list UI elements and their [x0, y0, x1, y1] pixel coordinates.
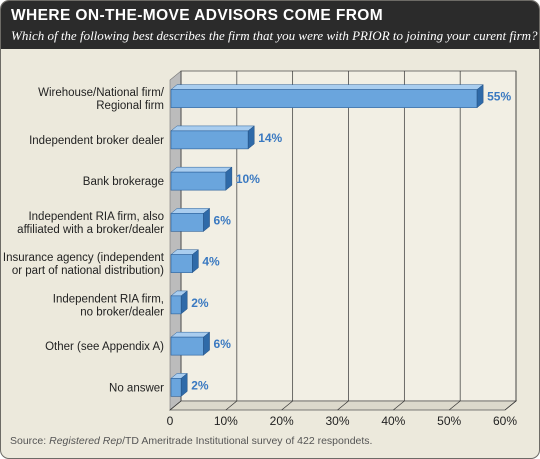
x-tick-label: 10%	[214, 414, 238, 428]
gridline-floor	[448, 400, 461, 411]
bar-end-face	[203, 331, 210, 356]
bar-value-label: 55%	[487, 90, 511, 104]
category-label-line: affiliated with a broker/dealer	[17, 224, 164, 236]
bar	[170, 89, 478, 108]
category-label-line: Insurance agency (independent	[3, 252, 165, 264]
chart-subtitle: Which of the following best describes th…	[11, 28, 538, 43]
category-label-line: No answer	[109, 382, 164, 394]
x-tick-label: 60%	[493, 414, 517, 428]
bar-end-face	[247, 125, 255, 150]
plot-left-wall	[169, 70, 182, 411]
bar-value-label: 6%	[214, 213, 232, 227]
source-note: Source: Registered Rep/TD Ameritrade Ins…	[10, 435, 372, 447]
bar-value-label: 2%	[191, 296, 209, 310]
bar-top-face	[170, 166, 233, 173]
bar	[170, 171, 227, 191]
gridline-floor	[504, 400, 517, 411]
category-label: Independent RIA firm, no broker/dealer	[53, 293, 164, 318]
bar	[170, 378, 182, 397]
bar-value-label: 10%	[236, 172, 260, 186]
bar-top-face	[170, 331, 211, 338]
gridline-floor	[225, 400, 238, 411]
category-label-line: Bank brokerage	[83, 176, 164, 188]
category-label-line: Wirehouse/National firm/	[38, 87, 165, 99]
source-publication: Registered Rep	[49, 435, 123, 447]
bar-end-face	[180, 372, 188, 397]
category-label: Insurance agency (independent or part of …	[3, 252, 165, 277]
category-label-line: Other (see Appendix A)	[45, 341, 164, 353]
bar-value-label: 4%	[202, 255, 220, 269]
category-label-line: Independent RIA firm, also	[28, 211, 164, 223]
bar	[170, 254, 193, 273]
x-tick-label: 50%	[437, 414, 461, 428]
category-label-line: no broker/dealer	[80, 306, 164, 318]
gridline-floor	[169, 400, 182, 411]
source-rest: /TD Ameritrade Institutional survey of 4…	[122, 435, 373, 447]
x-tick-label: 40%	[381, 414, 405, 428]
x-tick-label: 20%	[270, 414, 294, 428]
bar-value-label: 6%	[214, 337, 232, 351]
category-label: Other (see Appendix A)	[45, 341, 164, 353]
category-label-line: Independent RIA firm,	[53, 293, 164, 305]
chart-title: WHERE ON-THE-MOVE ADVISORS COME FROM	[11, 7, 384, 24]
bar-chart: 0 10% 20% 30% 40% 50% 60% 55% Wirehouse/National…	[3, 70, 517, 428]
category-label: Independent broker dealer	[29, 135, 164, 147]
category-label-line: Regional firm	[96, 100, 164, 112]
category-label: No answer	[109, 382, 164, 394]
bar-value-label: 2%	[191, 378, 209, 392]
bar-end-face	[192, 249, 199, 274]
bar-end-face	[476, 84, 484, 109]
bar	[170, 130, 249, 150]
category-label: Wirehouse/National firm/Regional firm	[38, 87, 165, 112]
bar-top-face	[170, 125, 255, 132]
gridline-floor	[337, 400, 349, 411]
category-label-line: Independent broker dealer	[29, 135, 164, 147]
bar	[170, 213, 204, 232]
category-label: Independent RIA firm, also affiliated wit…	[17, 211, 164, 236]
bar-end-face	[180, 290, 188, 315]
category-label-line: or part of national distribution)	[12, 265, 164, 277]
bar-top-face	[170, 208, 211, 214]
x-tick-label: 0	[167, 414, 174, 428]
bar-end-face	[203, 207, 210, 232]
bar-value-label: 14%	[258, 131, 282, 145]
chart-header: WHERE ON-THE-MOVE ADVISORS COME FROM Whi…	[1, 1, 539, 49]
bar	[170, 336, 204, 356]
gridline-floor	[393, 400, 405, 411]
bar-top-face	[170, 84, 484, 90]
x-tick-label: 30%	[325, 414, 349, 428]
bar	[170, 295, 182, 315]
gridline-floor	[281, 400, 293, 411]
source-prefix: Source:	[10, 435, 50, 447]
category-label: Bank brokerage	[83, 176, 164, 188]
bar-end-face	[225, 166, 233, 191]
